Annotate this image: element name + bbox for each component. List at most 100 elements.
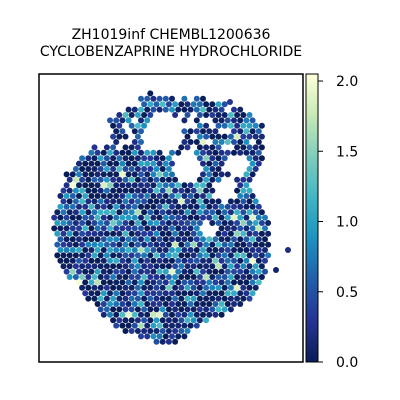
tissue-spot (128, 306, 135, 313)
tissue-spot (196, 252, 203, 259)
tissue-spot (153, 230, 160, 237)
tissue-spot (243, 290, 250, 297)
tissue-spot (100, 279, 107, 286)
tissue-spot (138, 160, 144, 167)
tissue-spot (178, 328, 185, 334)
tissue-spot (88, 290, 95, 297)
tissue-spot (82, 236, 89, 243)
tissue-spot (246, 133, 253, 140)
tissue-spot (138, 171, 144, 178)
tissue-spot (125, 301, 132, 307)
tissue-spot (184, 317, 191, 324)
tissue-spot (231, 203, 237, 210)
tissue-spot (212, 171, 219, 178)
tissue-spot (150, 225, 157, 232)
tissue-spot (110, 176, 117, 183)
tissue-spot (190, 198, 197, 205)
tissue-spot (128, 284, 135, 291)
tissue-spot (165, 274, 172, 280)
tissue-spot (76, 279, 82, 286)
tissue-spot (193, 193, 200, 199)
tissue-spot (144, 257, 151, 264)
tissue-spot (252, 241, 259, 248)
tissue-spot (60, 220, 67, 226)
tissue-spot (203, 317, 210, 324)
tissue-spot (184, 252, 191, 259)
tissue-spot (103, 187, 110, 194)
tissue-spot (110, 209, 117, 216)
tissue-spot (224, 301, 231, 307)
tissue-spot (159, 306, 166, 313)
tissue-spot (240, 241, 247, 248)
tissue-spot (116, 252, 123, 259)
tissue-spot (246, 274, 253, 280)
tissue-spot (221, 122, 228, 129)
tissue-spot (181, 225, 188, 232)
tissue-spot (82, 160, 89, 167)
tissue-spot (227, 252, 234, 259)
tissue-spot (91, 252, 98, 259)
tissue-spot (234, 198, 241, 205)
tissue-spot (200, 149, 206, 156)
tissue-spot (69, 268, 76, 275)
tissue-spot (227, 306, 234, 313)
tissue-spot (138, 95, 144, 102)
tissue-spot (156, 171, 163, 178)
tissue-spot (156, 214, 163, 221)
tissue-spot (82, 247, 89, 253)
tissue-spot (184, 328, 191, 334)
tissue-spot (218, 149, 225, 156)
tissue-spot (97, 241, 104, 248)
colorbar-ticks: 0.0 0.5 1.0 1.5 2.0 (318, 74, 358, 371)
tissue-spot (255, 214, 262, 221)
tissue-spot (187, 322, 194, 329)
tissue-spot (258, 274, 265, 280)
tissue-spot (103, 166, 110, 172)
tissue-spot (237, 290, 244, 297)
tissue-spot (125, 117, 132, 124)
tissue-spot (122, 306, 129, 313)
tissue-spot (249, 128, 256, 135)
tissue-spot (122, 112, 129, 118)
tissue-spot (119, 268, 126, 275)
tissue-spot (252, 209, 259, 216)
tissue-spot (193, 182, 200, 189)
tissue-spot (79, 252, 86, 259)
tissue-spot (150, 257, 157, 264)
tissue-spot (169, 203, 175, 210)
tissue-spot (69, 182, 76, 189)
tissue-spot (169, 311, 175, 318)
tissue-spot (175, 247, 182, 253)
tissue-spot (144, 160, 151, 167)
tissue-spot (159, 176, 166, 183)
tissue-spots (51, 90, 291, 345)
tissue-spot (138, 225, 144, 232)
tissue-spot (66, 176, 73, 183)
tissue-spot (175, 214, 182, 221)
tissue-spot (134, 328, 141, 334)
tissue-spot (258, 122, 265, 129)
tissue-spot (103, 241, 110, 248)
tissue-spot (113, 268, 120, 275)
tissue-spot (153, 317, 160, 324)
tissue-spot (156, 257, 163, 264)
tissue-spot (141, 295, 148, 302)
tissue-spot (169, 106, 175, 113)
tissue-spot (110, 155, 117, 162)
tissue-spot (144, 279, 151, 286)
tissue-spot (79, 166, 86, 172)
tissue-spot (128, 295, 135, 302)
tissue-spot (246, 198, 253, 205)
tissue-spot (178, 252, 185, 259)
tissue-spot (131, 311, 138, 318)
tissue-spot (224, 247, 231, 253)
tissue-spot (255, 203, 262, 210)
tissue-spot (255, 225, 262, 232)
tissue-spot (190, 274, 197, 280)
tissue-spot (165, 187, 172, 194)
tissue-spot (231, 268, 237, 275)
tissue-spot (107, 117, 113, 124)
tissue-spot (231, 139, 237, 145)
tissue-spot (181, 333, 188, 340)
tissue-spot (246, 155, 253, 162)
